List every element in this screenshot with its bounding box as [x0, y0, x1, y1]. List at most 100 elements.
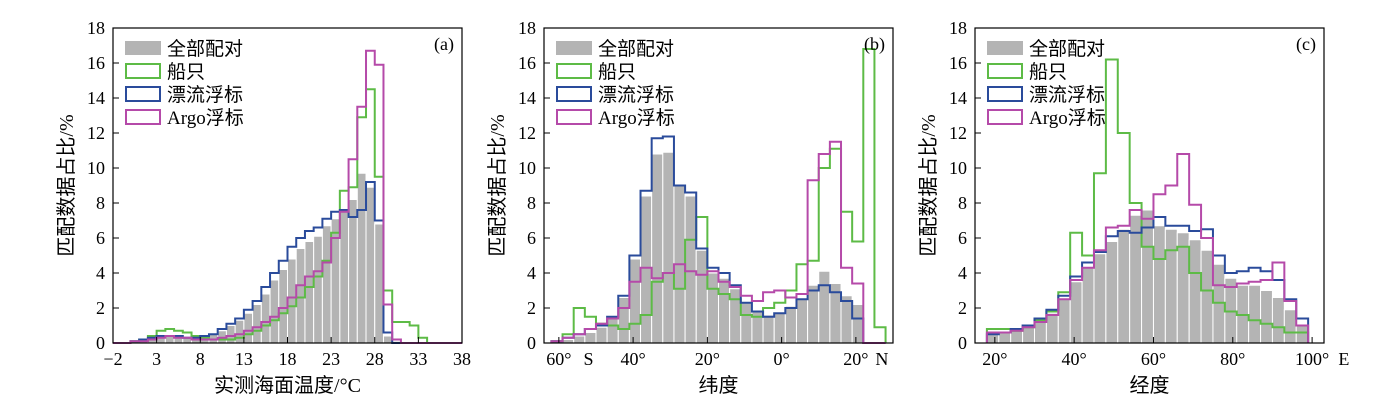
bar-b-20 [773, 312, 786, 344]
y-tick-label-c-4: 8 [958, 193, 967, 213]
x-hemisphere-label-b-0: S [584, 349, 594, 369]
bar-c-15 [1164, 228, 1178, 344]
x-axis-label-c: 经度 [1130, 374, 1170, 397]
series-line-c-drifter [985, 216, 1310, 343]
series-line-a-drifter [113, 181, 462, 344]
bar-a-27 [348, 199, 358, 344]
series-line-c-argo [985, 153, 1310, 343]
bar-c-6 [1057, 298, 1071, 344]
bar-b-27 [851, 304, 864, 344]
bar-c-0 [986, 333, 1000, 344]
bar-c-14 [1152, 225, 1166, 344]
bar-b-13 [695, 249, 708, 344]
y-tick-label-a-4: 8 [96, 193, 105, 213]
legend-label-c-3: Argo浮标 [1029, 107, 1106, 129]
x-axis-label-b: 纬度 [699, 374, 739, 397]
bar-b-7 [628, 258, 642, 344]
y-tick-label-c-2: 4 [958, 263, 967, 283]
legend-label-a-2: 漂流浮标 [167, 84, 243, 106]
legend-swatch-b-3 [556, 109, 592, 125]
y-tick-label-c-8: 16 [949, 53, 967, 73]
y-tick-label-a-8: 16 [87, 53, 105, 73]
bar-c-10 [1105, 241, 1119, 344]
x-tick-label-a-8: 38 [453, 349, 471, 369]
bar-c-11 [1117, 228, 1131, 344]
bar-a-22 [304, 241, 315, 344]
y-tick-label-b-7: 14 [518, 88, 536, 108]
x-tick-label-b-4: 20° [843, 349, 868, 369]
axes-frame-c [974, 27, 1325, 344]
axes-frame-b [543, 27, 894, 344]
bar-a-28 [356, 172, 367, 344]
bar-c-23 [1260, 290, 1273, 344]
bar-c-25 [1283, 309, 1297, 344]
x-hemisphere-label-c-0: E [1338, 349, 1349, 369]
panel-tag-b: (b) [864, 34, 885, 55]
y-tick-label-b-4: 8 [527, 193, 536, 213]
y-tick-label-b-2: 4 [527, 263, 536, 283]
legend-swatch-b-1 [556, 63, 592, 79]
y-tick-label-c-9: 18 [949, 18, 967, 38]
legend-label-b-3: Argo浮标 [598, 107, 675, 129]
legend-swatch-b-2 [556, 86, 592, 102]
x-tick-label-a-6: 28 [366, 349, 384, 369]
legend-swatch-a-3 [125, 109, 161, 125]
legend-swatch-a-0 [125, 41, 161, 55]
y-axis-label-a: 匹配数据占比/% [55, 114, 78, 256]
series-line-b-argo [550, 140, 886, 344]
legend-label-c-0: 全部配对 [1029, 38, 1105, 60]
legend-label-b-0: 全部配对 [598, 38, 674, 60]
y-tick-label-b-1: 2 [527, 298, 536, 318]
legend-label-b-1: 船只 [598, 61, 636, 83]
x-tick-label-b-2: 20° [695, 349, 720, 369]
bar-b-10 [662, 151, 675, 344]
bar-b-8 [640, 195, 653, 344]
bar-b-17 [740, 302, 753, 344]
legend-swatch-a-2 [125, 86, 161, 102]
bar-a-26 [339, 211, 350, 344]
bar-a-16 [252, 304, 262, 344]
legend-swatch-c-3 [987, 109, 1023, 125]
x-tick-label-c-4: 100° [1295, 349, 1329, 369]
bar-b-15 [718, 277, 731, 344]
y-tick-label-a-7: 14 [87, 88, 105, 108]
bar-c-12 [1129, 214, 1143, 344]
bar-b-3 [584, 332, 597, 344]
bar-a-14 [234, 319, 245, 344]
y-tick-label-b-0: 0 [527, 333, 536, 353]
x-tick-label-a-2: 8 [196, 349, 205, 369]
bar-a-29 [365, 186, 376, 344]
bar-c-13 [1141, 209, 1154, 344]
panel-b: 0 2 4 6 8 10 12 14 16 18 60° 40° 20° 0° 20° S N 纬度 匹配数据占比/… [486, 18, 894, 397]
bar-c-7 [1069, 281, 1083, 344]
legend-label-c-2: 漂流浮标 [1029, 84, 1105, 106]
y-tick-label-a-9: 18 [87, 18, 105, 38]
bar-a-18 [269, 279, 280, 344]
y-tick-label-a-6: 12 [87, 123, 105, 143]
bar-c-26 [1295, 325, 1309, 344]
x-hemisphere-label-b-1: N [875, 349, 888, 369]
y-tick-label-a-5: 10 [87, 158, 105, 178]
x-tick-label-b-3: 0° [774, 349, 790, 369]
bar-c-5 [1045, 312, 1059, 344]
bar-c-18 [1200, 249, 1214, 344]
y-tick-label-a-3: 6 [96, 228, 105, 248]
legend-label-a-1: 船只 [167, 61, 205, 83]
bar-b-23 [807, 284, 820, 344]
legend-label-c-1: 船只 [1029, 61, 1067, 83]
y-tick-label-c-0: 0 [958, 333, 967, 353]
bar-b-12 [684, 195, 697, 344]
bar-a-21 [295, 248, 306, 344]
x-tick-label-b-0: 60° [546, 349, 571, 369]
bar-a-17 [260, 293, 271, 344]
bar-b-14 [706, 272, 719, 344]
bar-c-22 [1248, 284, 1262, 344]
legend-label-b-2: 漂流浮标 [598, 84, 674, 106]
x-tick-label-a-4: 18 [279, 349, 297, 369]
bar-a-31 [382, 335, 393, 344]
